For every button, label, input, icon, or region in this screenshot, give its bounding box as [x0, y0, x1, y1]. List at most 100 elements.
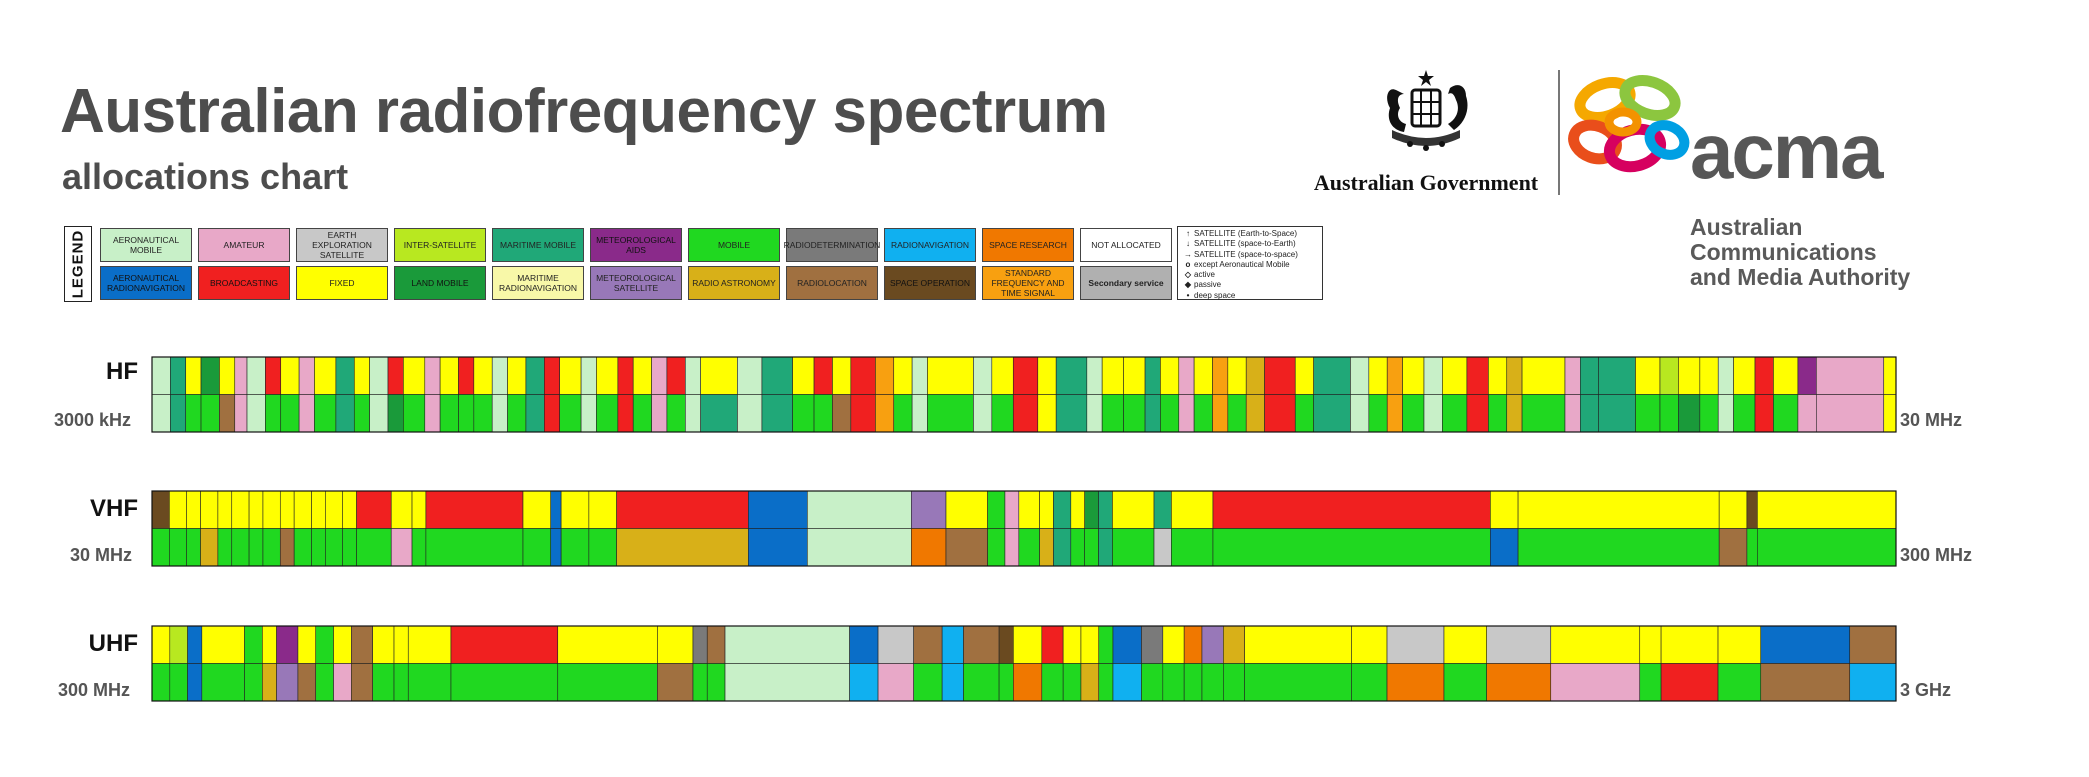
allocation-block[interactable]	[1849, 663, 1897, 702]
allocation-block[interactable]	[580, 394, 597, 433]
allocation-block[interactable]	[927, 356, 974, 395]
allocation-block[interactable]	[522, 528, 552, 567]
allocation-block[interactable]	[403, 356, 426, 395]
allocation-block[interactable]	[1488, 394, 1508, 433]
allocation-block[interactable]	[315, 625, 334, 664]
allocation-block[interactable]	[1490, 490, 1519, 529]
allocation-block[interactable]	[187, 663, 203, 702]
allocation-block[interactable]	[991, 394, 1014, 433]
allocation-block[interactable]	[1521, 356, 1566, 395]
allocation-block[interactable]	[246, 394, 266, 433]
allocation-block[interactable]	[1313, 394, 1351, 433]
allocation-block[interactable]	[1580, 356, 1599, 395]
allocation-block[interactable]	[186, 528, 201, 567]
allocation-block[interactable]	[560, 490, 590, 529]
allocation-block[interactable]	[1635, 356, 1661, 395]
allocation-block[interactable]	[1055, 394, 1088, 433]
allocation-block[interactable]	[200, 528, 219, 567]
allocation-block[interactable]	[1639, 625, 1662, 664]
allocation-block[interactable]	[262, 625, 277, 664]
acma-logo[interactable]	[1565, 70, 1985, 200]
allocation-block[interactable]	[875, 356, 895, 395]
allocation-block[interactable]	[424, 356, 441, 395]
allocation-block[interactable]	[231, 528, 250, 567]
allocation-block[interactable]	[1660, 663, 1719, 702]
allocation-block[interactable]	[616, 490, 749, 529]
allocation-block[interactable]	[1659, 394, 1679, 433]
allocation-block[interactable]	[1678, 394, 1701, 433]
allocation-block[interactable]	[550, 528, 562, 567]
allocation-block[interactable]	[1098, 625, 1114, 664]
allocation-block[interactable]	[792, 356, 815, 395]
allocation-block[interactable]	[1718, 490, 1748, 529]
allocation-block[interactable]	[1144, 394, 1161, 433]
allocation-block[interactable]	[1598, 356, 1636, 395]
allocation-block[interactable]	[849, 663, 879, 702]
allocation-block[interactable]	[911, 528, 947, 567]
allocation-block[interactable]	[685, 394, 701, 433]
allocation-block[interactable]	[1178, 356, 1195, 395]
allocation-block[interactable]	[850, 394, 876, 433]
allocation-block[interactable]	[1423, 394, 1443, 433]
allocation-block[interactable]	[1517, 528, 1720, 567]
allocation-block[interactable]	[1223, 663, 1245, 702]
allocation-block[interactable]	[806, 490, 912, 529]
allocation-block[interactable]	[151, 490, 170, 529]
allocation-block[interactable]	[1004, 528, 1020, 567]
allocation-block[interactable]	[1244, 663, 1352, 702]
allocation-block[interactable]	[293, 490, 312, 529]
allocation-block[interactable]	[169, 528, 187, 567]
allocation-block[interactable]	[450, 663, 559, 702]
allocation-block[interactable]	[1201, 663, 1224, 702]
allocation-block[interactable]	[1013, 625, 1043, 664]
allocation-block[interactable]	[1098, 528, 1113, 567]
allocation-block[interactable]	[1080, 625, 1100, 664]
allocation-block[interactable]	[311, 528, 326, 567]
allocation-block[interactable]	[596, 394, 619, 433]
allocation-block[interactable]	[692, 625, 708, 664]
allocation-block[interactable]	[1443, 625, 1487, 664]
allocation-block[interactable]	[832, 394, 852, 433]
allocation-block[interactable]	[234, 356, 248, 395]
allocation-block[interactable]	[1245, 394, 1265, 433]
allocation-block[interactable]	[507, 356, 527, 395]
allocation-block[interactable]	[169, 663, 188, 702]
allocation-block[interactable]	[356, 490, 392, 529]
allocation-block[interactable]	[387, 356, 404, 395]
allocation-block[interactable]	[748, 528, 808, 567]
allocation-block[interactable]	[1506, 394, 1523, 433]
allocation-block[interactable]	[1423, 356, 1443, 395]
allocation-block[interactable]	[151, 356, 171, 395]
allocation-block[interactable]	[151, 663, 171, 702]
allocation-block[interactable]	[737, 394, 763, 433]
allocation-block[interactable]	[473, 394, 493, 433]
allocation-block[interactable]	[1733, 394, 1756, 433]
allocation-block[interactable]	[1041, 625, 1064, 664]
allocation-block[interactable]	[1171, 490, 1214, 529]
allocation-block[interactable]	[1386, 394, 1403, 433]
allocation-block[interactable]	[1517, 490, 1720, 529]
allocation-block[interactable]	[1123, 356, 1146, 395]
allocation-block[interactable]	[945, 528, 988, 567]
allocation-block[interactable]	[1717, 663, 1762, 702]
allocation-block[interactable]	[151, 394, 171, 433]
allocation-block[interactable]	[262, 528, 281, 567]
allocation-block[interactable]	[998, 663, 1014, 702]
allocation-block[interactable]	[544, 356, 560, 395]
allocation-block[interactable]	[1004, 490, 1020, 529]
allocation-block[interactable]	[1442, 394, 1468, 433]
allocation-block[interactable]	[335, 356, 355, 395]
allocation-block[interactable]	[1062, 625, 1082, 664]
allocation-block[interactable]	[748, 490, 808, 529]
allocation-block[interactable]	[1386, 663, 1445, 702]
allocation-block[interactable]	[1699, 356, 1719, 395]
allocation-block[interactable]	[911, 394, 928, 433]
allocation-block[interactable]	[1055, 356, 1088, 395]
allocation-block[interactable]	[1386, 356, 1403, 395]
allocation-block[interactable]	[724, 625, 850, 664]
allocation-block[interactable]	[333, 625, 352, 664]
allocation-block[interactable]	[850, 356, 876, 395]
allocation-block[interactable]	[1162, 625, 1185, 664]
allocation-block[interactable]	[1506, 356, 1523, 395]
allocation-block[interactable]	[298, 394, 315, 433]
